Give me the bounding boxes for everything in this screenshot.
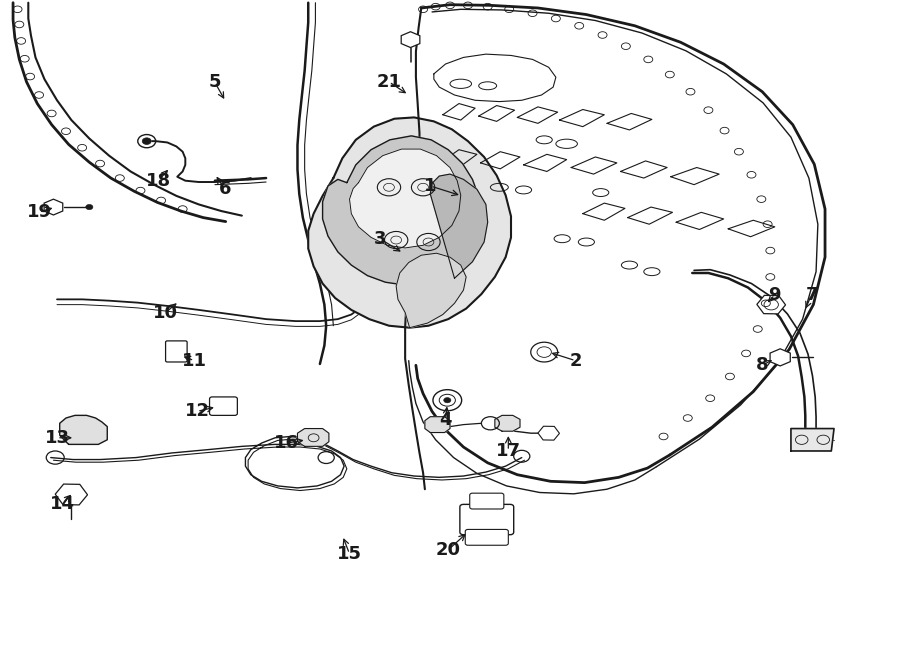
Polygon shape (495, 415, 520, 431)
Text: 21: 21 (376, 73, 401, 91)
Polygon shape (322, 136, 481, 285)
Text: 8: 8 (756, 356, 769, 374)
Text: 4: 4 (439, 411, 452, 429)
Text: 18: 18 (146, 171, 171, 190)
Text: 1: 1 (424, 177, 436, 195)
Polygon shape (425, 416, 450, 432)
Polygon shape (349, 149, 461, 248)
Text: 12: 12 (184, 402, 210, 420)
Text: 5: 5 (209, 73, 221, 91)
Text: 13: 13 (44, 429, 69, 447)
Polygon shape (298, 428, 328, 446)
FancyBboxPatch shape (166, 341, 187, 362)
Polygon shape (308, 117, 511, 328)
Text: 10: 10 (153, 304, 178, 322)
Circle shape (444, 398, 451, 403)
Text: 11: 11 (182, 352, 207, 369)
Text: 19: 19 (27, 203, 51, 221)
FancyBboxPatch shape (470, 493, 504, 509)
Polygon shape (59, 415, 107, 444)
Text: 16: 16 (274, 434, 299, 452)
FancyBboxPatch shape (210, 397, 238, 415)
Polygon shape (396, 253, 466, 328)
Text: 14: 14 (50, 495, 75, 512)
Polygon shape (430, 174, 488, 278)
Circle shape (86, 205, 93, 210)
Text: 17: 17 (496, 442, 521, 460)
Text: 9: 9 (769, 286, 781, 304)
Text: 20: 20 (436, 541, 461, 559)
Text: 6: 6 (219, 180, 231, 198)
Circle shape (142, 138, 151, 144)
FancyBboxPatch shape (460, 504, 514, 535)
Text: 15: 15 (337, 545, 362, 563)
Polygon shape (791, 428, 834, 451)
FancyBboxPatch shape (465, 530, 508, 545)
Text: 7: 7 (806, 286, 818, 304)
Text: 3: 3 (374, 230, 386, 248)
Text: 2: 2 (570, 352, 582, 369)
